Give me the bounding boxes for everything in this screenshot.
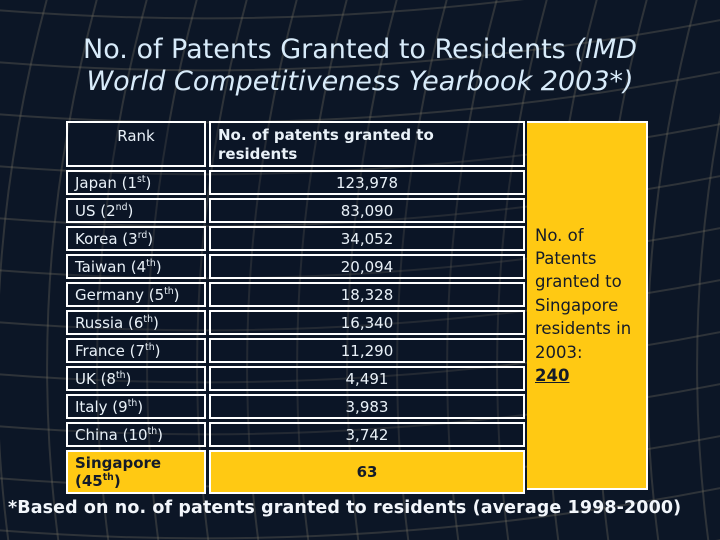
title-italic-part: (IMD World Competitiveness Yearbook 2003… (86, 34, 637, 98)
patents-table: Rank No. of patents granted to residents… (63, 118, 528, 497)
value-cell: 63 (209, 450, 525, 494)
rank-cell: Russia (6th) (66, 310, 206, 335)
rank-cell: Taiwan (4th) (66, 254, 206, 279)
rank-cell: Japan (1st) (66, 170, 206, 195)
table-row: Italy (9th) 3,983 (66, 394, 525, 419)
table-row: Germany (5th) 18,328 (66, 282, 525, 307)
rank-cell: US (2nd) (66, 198, 206, 223)
page-title: No. of Patents Granted to Residents (IMD… (40, 34, 680, 99)
value-cell: 11,290 (209, 338, 525, 363)
footnote: *Based on no. of patents granted to resi… (8, 498, 682, 518)
table-row: UK (8th) 4,491 (66, 366, 525, 391)
value-cell: 18,328 (209, 282, 525, 307)
table-row: Taiwan (4th) 20,094 (66, 254, 525, 279)
title-normal-part: No. of Patents Granted to Residents (83, 34, 575, 65)
table-row: Japan (1st) 123,978 (66, 170, 525, 195)
rank-column-header: Rank (66, 121, 206, 167)
rank-cell: Korea (3rd) (66, 226, 206, 251)
value-cell: 20,094 (209, 254, 525, 279)
callout-text: No. of Patents granted to Singapore resi… (535, 225, 632, 362)
value-column-header: No. of patents granted to residents (209, 121, 525, 167)
patents-table-container: Rank No. of patents granted to residents… (63, 118, 528, 497)
value-cell: 3,983 (209, 394, 525, 419)
rank-cell: China (10th) (66, 422, 206, 447)
value-cell: 34,052 (209, 226, 525, 251)
rank-cell: Singapore (45th) (66, 450, 206, 494)
table-row: US (2nd) 83,090 (66, 198, 525, 223)
value-cell: 83,090 (209, 198, 525, 223)
table-row: Singapore (45th) 63 (66, 450, 525, 494)
rank-cell: Germany (5th) (66, 282, 206, 307)
table-header-row: Rank No. of patents granted to residents (66, 121, 525, 167)
callout-value: 240 (535, 366, 570, 386)
singapore-callout: No. of Patents granted to Singapore resi… (527, 121, 648, 490)
table-row: China (10th) 3,742 (66, 422, 525, 447)
rank-cell: France (7th) (66, 338, 206, 363)
value-cell: 4,491 (209, 366, 525, 391)
rank-cell: UK (8th) (66, 366, 206, 391)
table-row: Russia (6th) 16,340 (66, 310, 525, 335)
table-row: France (7th) 11,290 (66, 338, 525, 363)
value-cell: 123,978 (209, 170, 525, 195)
table-row: Korea (3rd) 34,052 (66, 226, 525, 251)
value-cell: 16,340 (209, 310, 525, 335)
value-cell: 3,742 (209, 422, 525, 447)
rank-cell: Italy (9th) (66, 394, 206, 419)
